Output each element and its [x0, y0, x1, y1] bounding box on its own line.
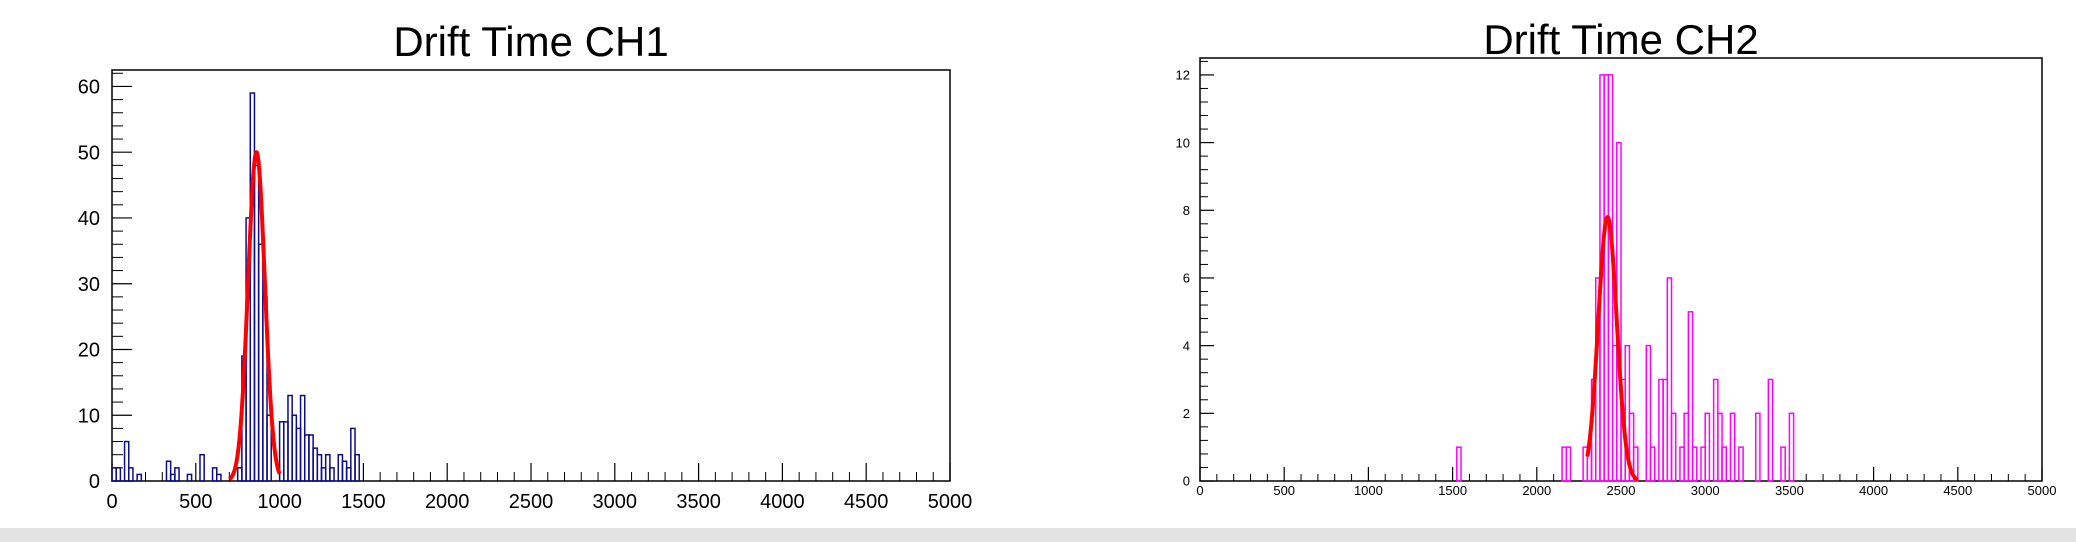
- x-tick-label: 0: [1196, 483, 1203, 498]
- x-tick-label: 1500: [1438, 483, 1467, 498]
- histogram-bin: [1666, 277, 1673, 482]
- histogram-bin: [1704, 412, 1711, 482]
- x-tick-label: 3000: [1691, 483, 1720, 498]
- x-tick-label: 1000: [1354, 483, 1383, 498]
- y-tick-label: 2: [1183, 406, 1190, 421]
- x-tick-label: 4000: [760, 491, 805, 513]
- x-tick-label: 2500: [1607, 483, 1636, 498]
- y-tick-label: 12: [1176, 68, 1190, 83]
- histogram-bin: [174, 467, 180, 482]
- histogram-bin: [1721, 446, 1728, 482]
- histogram-bin: [1645, 344, 1652, 482]
- x-tick-label: 5000: [2028, 483, 2057, 498]
- plot-frame: [111, 69, 951, 482]
- histogram-bin: [1687, 311, 1694, 482]
- y-tick-label: 4: [1183, 338, 1190, 353]
- x-tick-label: 2500: [509, 491, 554, 513]
- status-bar: [0, 528, 2076, 542]
- x-tick-label: 500: [179, 491, 212, 513]
- histogram-bin: [115, 467, 122, 482]
- histogram-bin: [128, 467, 134, 482]
- histogram-bin: [123, 440, 130, 482]
- y-tick-label: 8: [1183, 203, 1190, 218]
- y-tick-label: 0: [1183, 474, 1190, 489]
- x-tick-label: 3500: [1775, 483, 1804, 498]
- y-tick-label: 30: [78, 274, 100, 296]
- x-tick-label: 4000: [1859, 483, 1888, 498]
- histogram-bin: [1632, 446, 1639, 482]
- x-tick-label: 4500: [1943, 483, 1972, 498]
- histogram-bin: [1767, 378, 1774, 482]
- chart-drift-time-ch1: 0 10 20 30 40 50 60 0 500 1000 1500 2000 2500 3000 350…: [78, 18, 973, 513]
- histogram-bin: [1565, 446, 1572, 482]
- y-tick-label: 60: [78, 77, 100, 99]
- x-tick-label: 5000: [928, 491, 973, 513]
- x-tick-label: 2000: [425, 491, 470, 513]
- histogram-bin: [186, 473, 193, 482]
- histogram-bin: [1729, 412, 1736, 482]
- y-tick-label: 50: [78, 142, 100, 164]
- histogram-bin: [1754, 412, 1761, 482]
- x-tick-label: 4500: [844, 491, 889, 513]
- y-tick-label: 6: [1183, 271, 1190, 286]
- x-tick-label: 0: [106, 491, 117, 513]
- gaussian-fit-curve: [227, 150, 282, 481]
- y-tick-label: 10: [78, 405, 100, 427]
- histogram-bin: [1691, 446, 1698, 482]
- chart-title-drift-time-ch2: Drift Time CH2: [1483, 16, 1758, 63]
- chart-title-drift-time-ch1: Drift Time CH1: [393, 18, 668, 65]
- x-tick-label: 1500: [341, 491, 386, 513]
- x-tick-label: 3000: [593, 491, 638, 513]
- x-tick-label: 500: [1273, 483, 1295, 498]
- histogram-bin: [1649, 446, 1656, 482]
- chart-drift-time-ch2: 0 2 4 6 8 10 12 0 500 1000 1500 2000 2500 3000 3500 400…: [1176, 16, 2057, 498]
- histogram-bin: [1670, 412, 1677, 482]
- histogram-bin: [136, 473, 143, 482]
- histogram-bin: [1738, 446, 1744, 482]
- histogram-bin: [1456, 446, 1462, 482]
- histogram-bin: [165, 460, 172, 482]
- x-tick-label: 1000: [257, 491, 302, 513]
- y-tick-label: 10: [1176, 135, 1190, 150]
- y-tick-label: 40: [78, 208, 100, 230]
- histogram-bin: [266, 414, 272, 482]
- y-tick-label: 0: [89, 471, 100, 493]
- y-tick-label: 20: [78, 340, 100, 362]
- histogram-bin: [1780, 446, 1786, 482]
- x-tick-label: 2000: [1522, 483, 1551, 498]
- histogram-bin: [216, 473, 222, 482]
- x-tick-label: 3500: [676, 491, 721, 513]
- histogram-bin: [1788, 412, 1795, 482]
- histogram-bin: [354, 453, 360, 482]
- gaussian-fit-curve: [1585, 215, 1640, 482]
- histogram-bin: [329, 467, 335, 482]
- histogram-bin: [199, 453, 205, 482]
